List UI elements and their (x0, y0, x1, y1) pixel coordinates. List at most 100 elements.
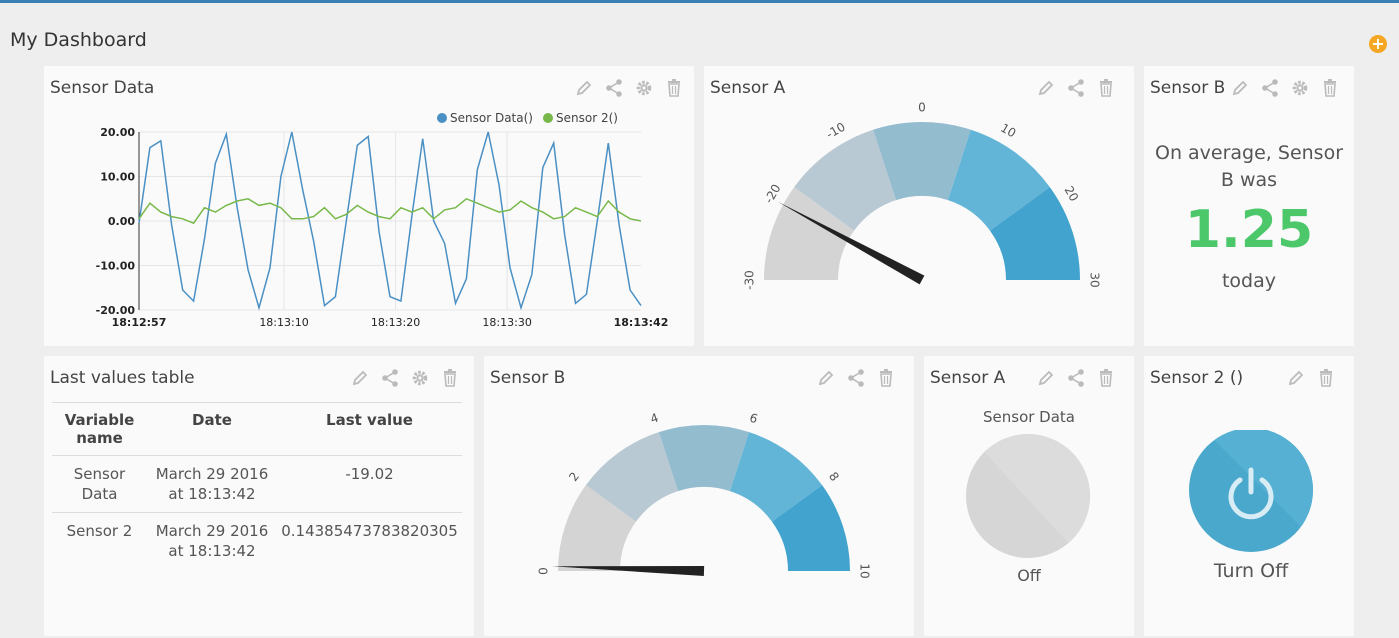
share-icon[interactable] (380, 368, 400, 388)
average-text-line1: On average, Sensor (1154, 142, 1344, 164)
last-values-table: Variable name Date Last value Sensor Dat… (52, 402, 462, 569)
gauge-tick-label: 8 (826, 469, 842, 483)
widget-sensor-b-gauge: Sensor B 0 2 4 6 8 10 (484, 356, 914, 636)
cell-last-value: -19.02 (345, 465, 394, 483)
gauge-tick-label: 10 (858, 563, 872, 578)
edit-icon[interactable] (1036, 78, 1056, 98)
legend-marker (543, 113, 553, 123)
widget-title: Sensor B (1150, 78, 1226, 98)
table-row: Sensor 2 March 29 2016 at 18:13:42 0.143… (52, 512, 462, 570)
y-tick-label: 0.00 (108, 215, 135, 228)
widget-toolbar (574, 78, 684, 98)
widget-title: Sensor 2 () (1150, 368, 1244, 388)
share-icon[interactable] (1066, 78, 1086, 98)
widget-title: Sensor Data (50, 78, 155, 98)
gauge-tick-label: 6 (748, 411, 760, 427)
widget-toolbar (1036, 368, 1116, 388)
x-tick-label: 18:13:30 (482, 316, 531, 329)
sensor-b-gauge: 0 2 4 6 8 10 (537, 411, 872, 579)
gear-icon[interactable] (410, 368, 430, 388)
widget-title: Sensor A (710, 78, 786, 98)
edit-icon[interactable] (1286, 368, 1306, 388)
legend-marker (437, 113, 447, 123)
series-line (138, 131, 642, 311)
switch-label: Turn Off (1213, 560, 1289, 582)
trash-icon[interactable] (1320, 78, 1340, 98)
add-widget-button[interactable]: + (1369, 35, 1387, 53)
trash-icon[interactable] (1316, 368, 1336, 388)
gauge-band (585, 432, 679, 522)
trash-icon[interactable] (876, 368, 896, 388)
y-tick-label: -20.00 (96, 304, 136, 317)
trash-icon[interactable] (664, 78, 684, 98)
gauge-tick-label: 2 (566, 469, 582, 483)
widget-toolbar (1036, 78, 1116, 98)
gauge-tick-label: 0 (918, 101, 926, 115)
widget-toolbar (350, 368, 460, 388)
edit-icon[interactable] (1036, 368, 1056, 388)
gauge-tick-label: -30 (743, 270, 757, 290)
average-value: 1.25 (1184, 200, 1314, 260)
widget-toolbar (816, 368, 896, 388)
cell-last-value: 0.14385473783820305 (281, 522, 458, 540)
share-icon[interactable] (1260, 78, 1280, 98)
share-icon[interactable] (846, 368, 866, 388)
widget-sensor-a-gauge: Sensor A -30 -20 -10 0 10 20 30 (704, 66, 1134, 346)
y-tick-label: 20.00 (100, 126, 135, 139)
gauge-tick-label: 10 (998, 121, 1018, 141)
widget-sensor-a-indicator: Sensor A Sensor Data Off (924, 356, 1134, 636)
gauge-band (771, 485, 850, 571)
gauge-band (558, 485, 637, 571)
gauge-tick-label: -20 (762, 182, 784, 206)
gear-icon[interactable] (1290, 78, 1310, 98)
edit-icon[interactable] (574, 78, 594, 98)
sensor-a-gauge: -30 -20 -10 0 10 20 30 (743, 101, 1102, 290)
table-row: Sensor Data March 29 2016 at 18:13:42 -1… (52, 455, 462, 513)
top-accent-bar (0, 0, 1399, 3)
gauge-band (764, 187, 855, 280)
y-tick-label: -10.00 (96, 260, 136, 273)
gauge-band (729, 432, 823, 522)
table-header-row: Variable name Date Last value (52, 402, 462, 456)
cell-variable-name: Sensor 2 (66, 522, 133, 540)
share-icon[interactable] (1066, 368, 1086, 388)
edit-icon[interactable] (816, 368, 836, 388)
x-tick-label: 18:13:20 (371, 316, 420, 329)
widget-toolbar (1286, 368, 1336, 388)
y-tick-label: 10.00 (100, 171, 135, 184)
trash-icon[interactable] (1096, 78, 1116, 98)
gauge-tick-label: 20 (1062, 184, 1082, 204)
cell-variable-name: Sensor Data (73, 465, 126, 503)
gauge-needle (552, 566, 705, 576)
gauge-band (947, 129, 1050, 231)
widget-title: Sensor A (930, 368, 1006, 388)
edit-icon[interactable] (350, 368, 370, 388)
series-line (138, 197, 642, 225)
widget-sensor-2-switch: Sensor 2 () Turn Off (1144, 356, 1354, 636)
gauge-tick-label: 4 (649, 411, 661, 427)
gauge-band (873, 122, 971, 201)
gauge-tick-label: 30 (1088, 272, 1102, 287)
widget-title: Sensor B (490, 368, 566, 388)
gauge-tick-label: 0 (537, 567, 551, 575)
gauge-needle (777, 201, 925, 285)
column-header: Last value (326, 411, 413, 429)
gauge-tick-label: -10 (824, 120, 848, 142)
edit-icon[interactable] (1230, 78, 1250, 98)
average-text-line2: B was (1220, 169, 1278, 191)
power-icon (1228, 467, 1274, 520)
gear-icon[interactable] (634, 78, 654, 98)
share-icon[interactable] (604, 78, 624, 98)
cell-date: March 29 2016 at 18:13:42 (155, 465, 269, 503)
dashboard-title: My Dashboard (10, 29, 147, 51)
indicator-light (966, 434, 1090, 558)
x-tick-label: 18:12:57 (112, 316, 167, 329)
widget-title: Last values table (50, 368, 195, 388)
trash-icon[interactable] (440, 368, 460, 388)
power-toggle-button[interactable] (1144, 430, 1354, 570)
widget-toolbar (1230, 78, 1340, 98)
legend-label: Sensor 2() (556, 111, 618, 125)
trash-icon[interactable] (1096, 368, 1116, 388)
gauge-band (794, 129, 897, 231)
